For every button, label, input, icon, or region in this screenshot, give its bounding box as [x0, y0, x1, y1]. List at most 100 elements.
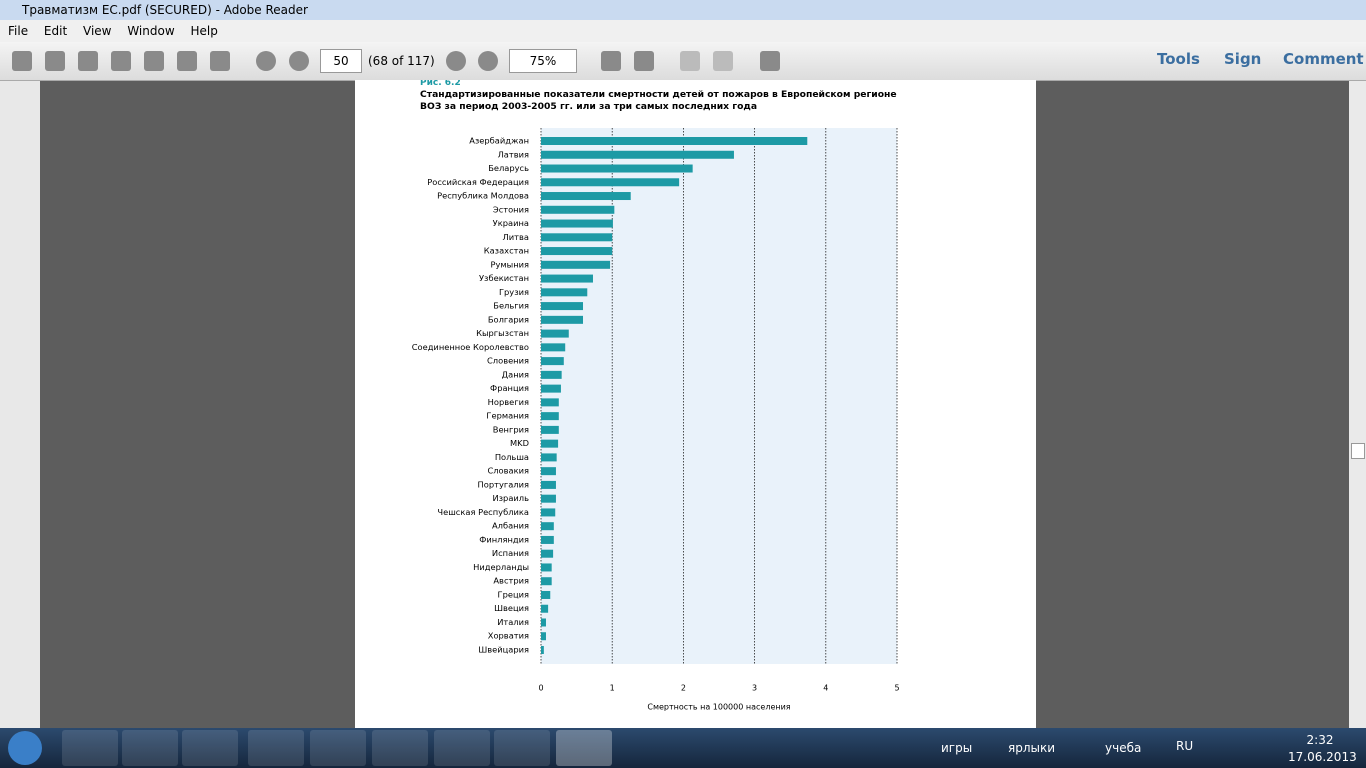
y-tick-label: Германия [486, 411, 529, 421]
menu-bar: File Edit View Window Help [0, 20, 1366, 42]
y-tick-label: Латвия [498, 149, 529, 159]
bar [541, 370, 562, 379]
menu-item[interactable]: Window [127, 24, 175, 38]
clock-time[interactable]: 2:32 [1306, 733, 1334, 747]
bar [541, 480, 556, 489]
zoom-in[interactable] [478, 51, 498, 71]
y-tick-label: Польша [495, 452, 529, 462]
taskbar-app[interactable] [434, 730, 490, 766]
comment-button[interactable]: Comment [1283, 50, 1364, 68]
y-tick-label: Бельгия [493, 301, 529, 311]
prev-page[interactable] [256, 51, 276, 71]
bar [541, 178, 680, 187]
y-tick-label: Словения [487, 356, 529, 366]
next-page[interactable] [289, 51, 309, 71]
bar [541, 398, 559, 407]
x-tick-label: 0 [538, 684, 543, 693]
taskbar-app[interactable] [182, 730, 238, 766]
menu-item[interactable]: Edit [43, 24, 68, 38]
bar [541, 494, 556, 503]
tool-icon[interactable] [680, 51, 700, 71]
bar [541, 412, 559, 421]
bar [541, 522, 554, 531]
taskbar: игры ярлыки учеба RU 2:32 17.06.2013 [0, 728, 1366, 768]
y-tick-label: Греция [498, 589, 529, 599]
page-info: (68 of 117) [368, 54, 435, 68]
bar [541, 590, 551, 599]
y-tick-label: MKD [510, 438, 529, 448]
tools-button[interactable]: Tools [1157, 50, 1200, 68]
bar [541, 453, 557, 462]
y-tick-label: Азербайджан [469, 136, 529, 146]
bar [541, 233, 613, 242]
taskbar-app[interactable] [62, 730, 118, 766]
bar [541, 288, 588, 297]
sign-button[interactable]: Sign [1224, 50, 1262, 68]
toolbar-label[interactable]: игры [941, 741, 973, 755]
bar [541, 618, 546, 627]
tool-icon[interactable] [177, 51, 197, 71]
bar [541, 577, 552, 586]
y-tick-label: Нидерланды [473, 562, 529, 572]
start-button[interactable] [8, 731, 42, 765]
bar [541, 343, 566, 352]
bar [541, 549, 554, 558]
bar [541, 467, 556, 476]
tool-icon[interactable] [634, 51, 654, 71]
y-tick-label: Румыния [490, 259, 529, 269]
toolbar-label[interactable]: учеба [1105, 741, 1142, 755]
y-tick-label: Узбекистан [479, 273, 529, 283]
y-tick-label: Украина [493, 218, 529, 228]
y-tick-label: Австрия [493, 576, 529, 586]
taskbar-app[interactable] [248, 730, 304, 766]
tool-icon[interactable] [144, 51, 164, 71]
language[interactable]: RU [1176, 739, 1194, 753]
tool-icon[interactable] [601, 51, 621, 71]
bar [541, 357, 564, 366]
pdf-page: Рис. 6.2 Стандартизированные показатели … [355, 80, 1036, 728]
zoom-select[interactable]: 75% [509, 49, 577, 73]
x-tick-label: 2 [681, 684, 686, 693]
taskbar-app-active[interactable] [556, 730, 612, 766]
tool-icon[interactable] [210, 51, 230, 71]
y-tick-label: Швеция [494, 603, 529, 613]
y-tick-label: Дания [502, 369, 529, 379]
y-tick-label: Казахстан [484, 246, 529, 256]
tool-icon[interactable] [111, 51, 131, 71]
chart: 0 1 2 3 4 5 Смертность на 100000 населения Азер… [412, 128, 900, 712]
y-tick-label: Португалия [478, 479, 529, 489]
page-input[interactable]: 50 [320, 49, 362, 73]
tool-icon[interactable] [713, 51, 733, 71]
menu-item[interactable]: Help [190, 24, 218, 38]
window-title: Травматизм ЕС.pdf (SECURED) - Adobe Read… [22, 3, 308, 17]
taskbar-app[interactable] [310, 730, 366, 766]
x-axis-label: Смертность на 100000 населения [647, 703, 790, 712]
clock-date[interactable]: 17.06.2013 [1288, 750, 1357, 764]
y-tick-label: Хорватия [488, 631, 529, 641]
y-tick-label: Албания [492, 521, 529, 531]
menu-item[interactable]: View [83, 24, 112, 38]
y-tick-label: Испания [492, 548, 529, 558]
x-tick-label: 4 [823, 684, 828, 693]
scrollbar[interactable] [1349, 81, 1366, 728]
x-tick-label: 5 [894, 684, 899, 693]
x-tick-label: 3 [752, 684, 757, 693]
y-tick-label: Кыргызстан [476, 328, 529, 338]
tool-icon[interactable] [78, 51, 98, 71]
bar [541, 508, 556, 517]
y-tick-label: Российская Федерация [427, 177, 529, 187]
scroll-thumb[interactable] [1351, 443, 1365, 459]
tool-icon[interactable] [760, 51, 780, 71]
tool-icon[interactable] [45, 51, 65, 71]
tool-icon[interactable] [12, 51, 32, 71]
menu-item[interactable]: File [8, 24, 29, 38]
toolbar: 50 (68 of 117) 75% Tools Sign Comment [0, 42, 1366, 81]
bar [541, 425, 559, 434]
toolbar-label[interactable]: ярлыки [1008, 741, 1056, 755]
taskbar-app[interactable] [372, 730, 428, 766]
taskbar-app[interactable] [494, 730, 550, 766]
taskbar-app[interactable] [122, 730, 178, 766]
bar [541, 164, 693, 173]
zoom-out[interactable] [446, 51, 466, 71]
y-tick-label: Болгария [488, 314, 529, 324]
